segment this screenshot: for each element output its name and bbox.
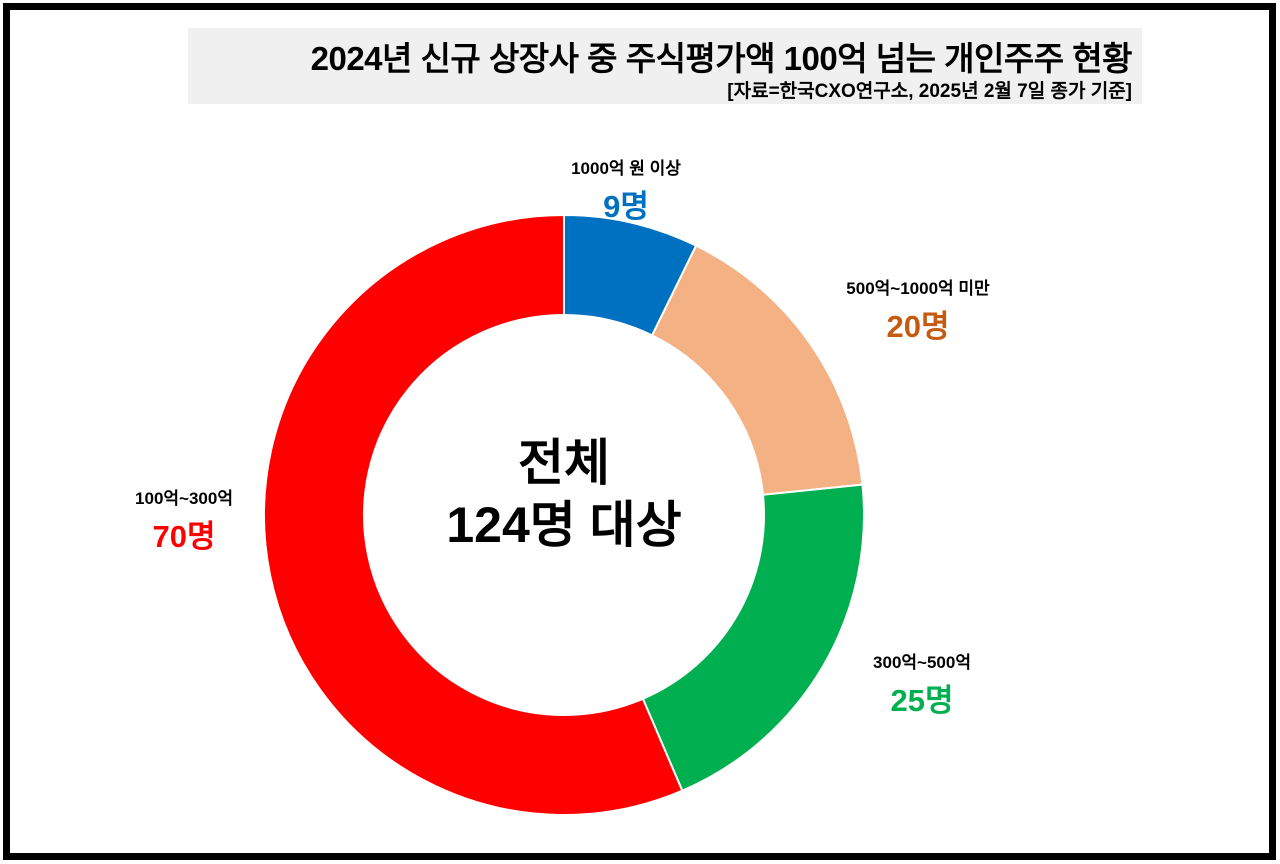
label-1000-plus: 1000억 원 이상 9명 [571,154,681,226]
label-category: 300억~500억 [873,653,971,672]
label-category: 1000억 원 이상 [571,159,681,178]
label-category: 500억~1000억 미만 [846,279,990,298]
center-label-line1: 전체 [517,435,610,491]
donut-slice [641,483,865,793]
label-value: 9명 [603,189,649,224]
label-category: 100억~300억 [135,489,233,508]
donut-slice [650,244,864,496]
label-value: 70명 [152,519,216,554]
label-300-500: 300억~500억 25명 [873,648,971,720]
label-100-300: 100억~300억 70명 [135,484,233,556]
center-label: 전체 124명 대상 [446,432,681,556]
chart-source: [자료=한국CXO연구소, 2025년 2월 7일 종가 기준] [727,81,1132,102]
label-value: 25명 [890,683,954,718]
label-500-1000: 500억~1000억 미만 20명 [846,274,989,346]
title-banner: 2024년 신규 상장사 중 주식평가액 100억 넘는 개인주주 현황 [자료… [188,28,1142,104]
center-label-line2: 124명 대상 [446,497,682,553]
donut-slice [263,213,684,816]
chart-title: 2024년 신규 상장사 중 주식평가액 100억 넘는 개인주주 현황 [310,40,1133,77]
donut-slices [263,213,865,816]
label-value: 20명 [886,309,950,344]
